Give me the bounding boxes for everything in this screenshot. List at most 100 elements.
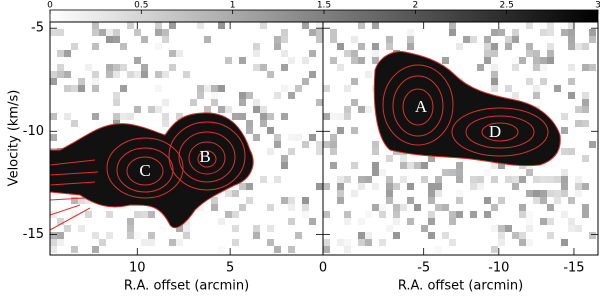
noise-cell [582, 120, 589, 127]
noise-cell [547, 57, 554, 64]
noise-cell [547, 190, 554, 197]
noise-cell [57, 50, 64, 57]
noise-cell [253, 225, 260, 232]
noise-cell [575, 176, 582, 183]
noise-cell [540, 218, 547, 225]
noise-cell [358, 183, 365, 190]
noise-cell [190, 99, 197, 106]
noise-cell [71, 85, 78, 92]
noise-cell [57, 232, 64, 239]
noise-cell [498, 162, 505, 169]
noise-cell [358, 106, 365, 113]
noise-cell [358, 57, 365, 64]
noise-cell [498, 197, 505, 204]
noise-cell [204, 106, 211, 113]
noise-cell [435, 183, 442, 190]
noise-cell [71, 211, 78, 218]
noise-cell [512, 232, 519, 239]
noise-cell [50, 232, 57, 239]
noise-cell [211, 99, 218, 106]
noise-cell [211, 204, 218, 211]
noise-cell [267, 71, 274, 78]
noise-cell [267, 113, 274, 120]
noise-cell [141, 36, 148, 43]
noise-cell [162, 71, 169, 78]
noise-cell [246, 120, 253, 127]
noise-cell [421, 162, 428, 169]
noise-cell [582, 211, 589, 218]
noise-cell [547, 22, 554, 29]
noise-cell [491, 43, 498, 50]
noise-cell [197, 204, 204, 211]
noise-cell [330, 162, 337, 169]
noise-cell [491, 204, 498, 211]
noise-cell [253, 134, 260, 141]
noise-cell [519, 176, 526, 183]
noise-cell [561, 176, 568, 183]
noise-cell [281, 36, 288, 43]
emission-right [373, 51, 561, 167]
noise-cell [106, 232, 113, 239]
colorbar-tick-label: 2.5 [500, 1, 514, 11]
noise-cell [526, 22, 533, 29]
noise-cell [274, 43, 281, 50]
noise-cell [344, 50, 351, 57]
noise-cell [274, 176, 281, 183]
noise-cell [106, 64, 113, 71]
noise-cell [365, 176, 372, 183]
noise-cell [113, 99, 120, 106]
noise-cell [491, 246, 498, 253]
noise-cell [547, 29, 554, 36]
noise-cell [491, 78, 498, 85]
noise-cell [449, 169, 456, 176]
noise-cell [148, 106, 155, 113]
noise-cell [323, 183, 330, 190]
noise-cell [218, 246, 225, 253]
noise-cell [295, 232, 302, 239]
noise-cell [351, 99, 358, 106]
noise-cell [71, 246, 78, 253]
noise-cell [498, 239, 505, 246]
noise-cell [92, 85, 99, 92]
noise-cell [526, 218, 533, 225]
noise-cell [232, 239, 239, 246]
noise-cell [57, 64, 64, 71]
noise-cell [267, 239, 274, 246]
noise-cell [526, 190, 533, 197]
noise-cell [512, 64, 519, 71]
noise-cell [176, 50, 183, 57]
noise-cell [554, 176, 561, 183]
y-tick-label: -15 [23, 227, 44, 242]
noise-cell [127, 225, 134, 232]
noise-cell [155, 29, 162, 36]
noise-cell [568, 92, 575, 99]
noise-cell [302, 197, 309, 204]
noise-cell [379, 204, 386, 211]
noise-cell [344, 113, 351, 120]
noise-cell [85, 211, 92, 218]
noise-cell [428, 218, 435, 225]
noise-cell [484, 197, 491, 204]
noise-cell [351, 162, 358, 169]
noise-cell [407, 162, 414, 169]
noise-cell [64, 113, 71, 120]
noise-cell [575, 120, 582, 127]
noise-cell [50, 113, 57, 120]
noise-cell [92, 71, 99, 78]
noise-cell [113, 71, 120, 78]
noise-cell [519, 57, 526, 64]
noise-cell [253, 43, 260, 50]
noise-cell [64, 225, 71, 232]
noise-cell [288, 204, 295, 211]
colorbar-tick-label: 3 [595, 1, 600, 11]
noise-cell [155, 71, 162, 78]
noise-cell [407, 183, 414, 190]
noise-cell [547, 232, 554, 239]
noise-cell [393, 204, 400, 211]
noise-cell [120, 43, 127, 50]
noise-cell [162, 99, 169, 106]
noise-cell [456, 197, 463, 204]
noise-cell [407, 197, 414, 204]
noise-cell [435, 246, 442, 253]
noise-cell [561, 190, 568, 197]
